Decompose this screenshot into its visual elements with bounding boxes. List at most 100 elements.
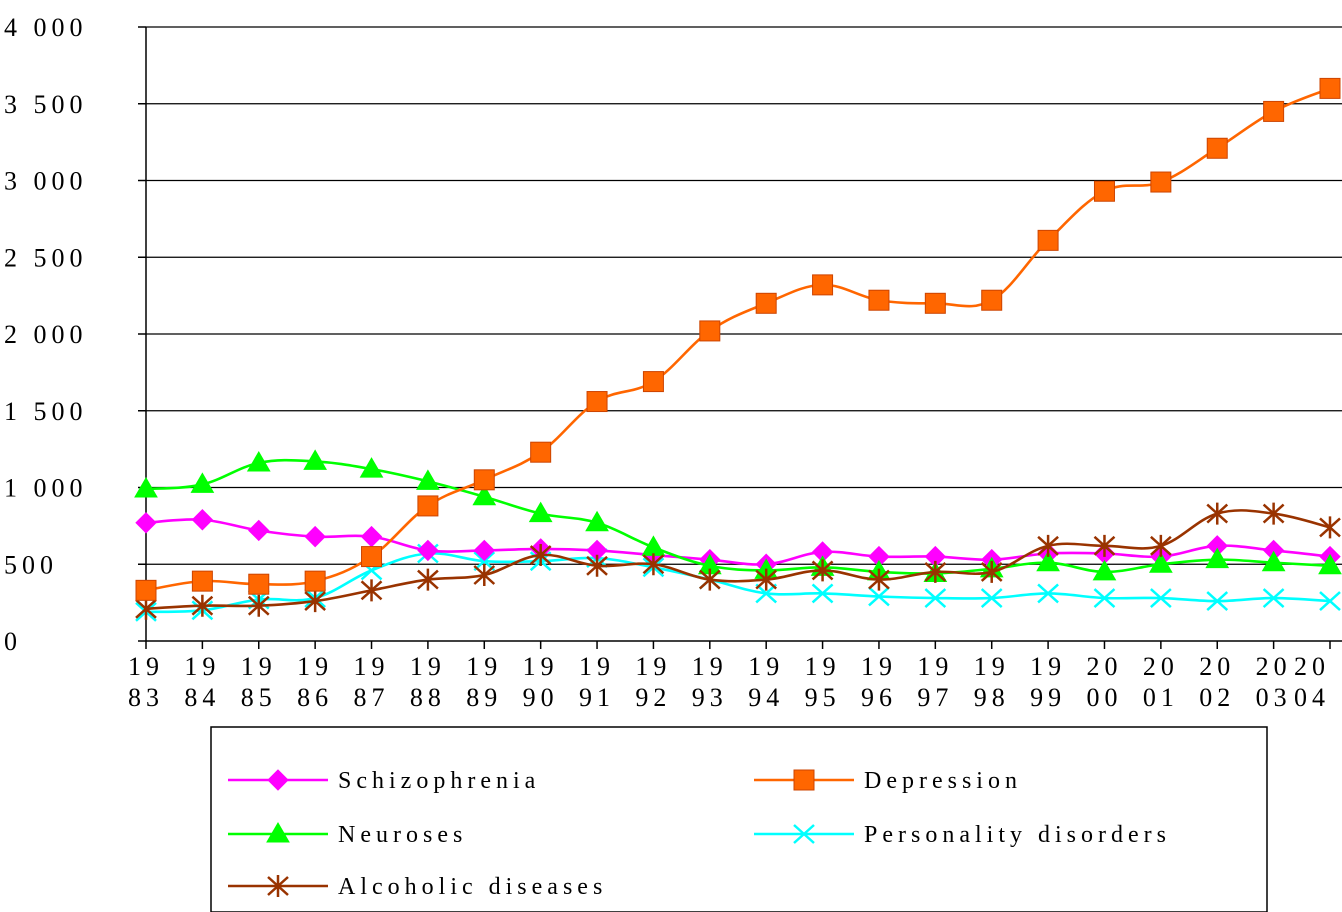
x-tick-label: 19 89: [466, 652, 502, 712]
data-point-personality-disorders: [1206, 591, 1229, 612]
data-point-alcoholic-diseases: [811, 559, 834, 582]
data-point-personality-disorders: [980, 588, 1003, 608]
series-depression: [135, 77, 1341, 601]
series-line-schizophrenia: [145, 518, 1331, 566]
data-point-neuroses: [1148, 552, 1173, 573]
data-point-personality-disorders: [1037, 583, 1059, 604]
legend-label-personality-disorders: Personality disorders: [864, 822, 1171, 848]
data-point-depression: [924, 292, 946, 314]
data-point-alcoholic-diseases: [473, 563, 496, 586]
data-point-depression: [1093, 180, 1115, 202]
data-point-alcoholic-diseases: [1262, 502, 1285, 525]
legend-item-schizophrenia: Schizophrenia: [228, 768, 540, 794]
data-point-depression: [361, 546, 383, 568]
legend-marker-neuroses: [266, 822, 290, 843]
y-tick-labels: 0 500 1 000 1 500 2 000 2 500 3 000 3 500 4 000: [4, 13, 88, 656]
legend-item-neuroses: Neuroses: [228, 822, 462, 848]
legend-label-alcoholic-diseases: Alcoholic diseases: [338, 874, 607, 900]
data-point-alcoholic-diseases: [755, 568, 778, 591]
data-point-personality-disorders: [473, 551, 496, 572]
y-tick-label: 3 500: [4, 90, 88, 119]
data-point-alcoholic-diseases: [924, 560, 947, 583]
x-tick-label: 19 83: [128, 652, 164, 712]
x-tick-label: 19 93: [692, 652, 728, 712]
data-point-neuroses: [359, 457, 384, 478]
data-point-neuroses: [303, 449, 328, 470]
data-point-alcoholic-diseases: [980, 560, 1003, 583]
series-line-depression: [145, 87, 1331, 592]
data-point-depression: [1037, 229, 1059, 251]
legend-marker-depression: [793, 769, 815, 791]
data-point-depression: [1263, 100, 1285, 122]
data-point-schizophrenia: [248, 519, 270, 542]
x-tick-label: 19 88: [410, 652, 446, 712]
legend-item-alcoholic-diseases: Alcoholic diseases: [228, 874, 607, 900]
data-point-depression: [868, 289, 890, 311]
x-tick-label: 20 04: [1294, 652, 1330, 712]
gridlines: [146, 26, 1342, 565]
data-point-depression: [1206, 137, 1228, 159]
series-lines: [134, 77, 1342, 622]
data-point-depression: [586, 391, 608, 413]
y-tick-label: 3 000: [4, 167, 88, 196]
data-point-neuroses: [472, 484, 497, 506]
data-point-personality-disorders: [868, 586, 890, 607]
data-point-alcoholic-diseases: [1150, 534, 1172, 557]
data-point-neuroses: [585, 510, 609, 532]
y-tick-label: 1 500: [4, 397, 88, 426]
data-point-depression: [135, 579, 157, 601]
x-tick-label: 20 03: [1256, 652, 1292, 712]
legend-label-schizophrenia: Schizophrenia: [338, 768, 540, 794]
data-point-neuroses: [416, 469, 440, 490]
legend-box: [210, 726, 1268, 912]
data-point-neuroses: [190, 472, 215, 493]
data-point-personality-disorders: [1262, 588, 1285, 608]
data-point-neuroses: [246, 450, 271, 472]
x-tick-label: 19 97: [917, 652, 953, 712]
x-tick-label: 19 84: [184, 652, 220, 712]
data-point-alcoholic-diseases: [135, 597, 157, 620]
x-tick-label: 19 94: [748, 652, 784, 712]
data-point-depression: [1150, 171, 1172, 193]
data-point-alcoholic-diseases: [417, 568, 439, 591]
x-tick-label: 19 86: [297, 652, 333, 712]
x-tick-label: 20 00: [1086, 652, 1122, 712]
data-point-personality-disorders: [924, 588, 947, 608]
data-point-schizophrenia: [360, 525, 383, 548]
legend-label-depression: Depression: [864, 768, 1022, 794]
data-point-alcoholic-diseases: [304, 590, 326, 613]
legend-item-depression: Depression: [754, 768, 1022, 794]
data-point-personality-disorders: [811, 583, 834, 604]
legend-marker-personality-disorders: [793, 824, 815, 844]
data-point-depression: [812, 274, 834, 296]
y-tick-label: 500: [4, 550, 58, 579]
data-point-alcoholic-diseases: [360, 579, 383, 602]
data-point-depression: [642, 371, 664, 393]
data-point-neuroses: [1261, 550, 1286, 572]
x-tick-label: 19 98: [974, 652, 1010, 712]
x-tick-label: 19 87: [354, 652, 390, 712]
data-point-alcoholic-diseases: [1206, 502, 1229, 525]
y-tick-label: 2 000: [4, 320, 88, 349]
data-point-alcoholic-diseases: [191, 594, 214, 617]
y-tick-label: 0: [4, 627, 22, 656]
data-point-depression: [417, 495, 439, 517]
data-point-schizophrenia: [417, 539, 439, 562]
series-line-neuroses: [145, 458, 1331, 575]
legend-item-personality-disorders: Personality disorders: [754, 822, 1171, 848]
data-point-depression: [1319, 77, 1341, 99]
data-point-depression: [699, 320, 721, 342]
data-point-alcoholic-diseases: [247, 594, 270, 617]
data-point-alcoholic-diseases: [642, 553, 665, 576]
data-point-depression: [304, 570, 326, 592]
x-tick-label: 19 95: [805, 652, 841, 712]
data-point-depression: [191, 570, 213, 592]
data-point-depression: [530, 441, 552, 463]
data-point-alcoholic-diseases: [868, 568, 890, 591]
x-tick-label: 19 91: [579, 652, 615, 712]
data-point-neuroses: [528, 501, 553, 523]
data-point-alcoholic-diseases: [586, 554, 608, 577]
data-point-personality-disorders: [1093, 588, 1116, 608]
y-tick-label: 1 000: [4, 474, 88, 503]
data-point-neuroses: [1036, 550, 1060, 572]
